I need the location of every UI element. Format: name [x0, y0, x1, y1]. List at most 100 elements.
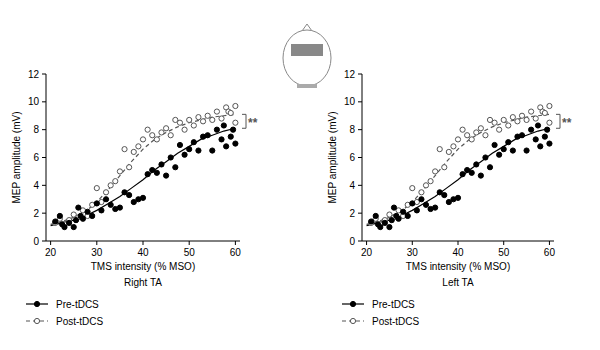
point [524, 117, 529, 122]
point [228, 110, 233, 115]
point [547, 141, 552, 146]
x-tick [143, 241, 144, 245]
y-tick [358, 157, 362, 158]
y-tick [358, 241, 362, 242]
point [205, 133, 210, 138]
point [529, 109, 534, 114]
point [196, 148, 201, 153]
point [145, 172, 150, 177]
plot-area [51, 103, 238, 229]
y-tick-label: 8 [33, 124, 39, 135]
point [474, 162, 479, 167]
point [113, 179, 118, 184]
panel: 0246810122030405060MEP amplitude (mV)TMS… [327, 69, 572, 327]
point [506, 140, 511, 145]
y-tick [358, 74, 362, 75]
point [487, 165, 492, 170]
x-tick-label: 50 [498, 247, 510, 258]
y-tick [42, 241, 46, 242]
point [389, 218, 394, 223]
point [465, 133, 470, 138]
point [228, 134, 233, 139]
y-tick [42, 129, 46, 130]
fit-line [51, 114, 236, 224]
point [53, 219, 58, 224]
point [94, 186, 99, 191]
y-tick-label: 2 [349, 208, 355, 219]
point [419, 197, 424, 202]
point [501, 117, 506, 122]
point [492, 120, 497, 125]
point [369, 219, 374, 224]
point [460, 172, 465, 177]
x-tick-label: 60 [544, 247, 556, 258]
point [94, 201, 99, 206]
x-tick [366, 241, 367, 245]
legend-label: Pre-tDCS [372, 299, 415, 310]
point [73, 218, 78, 223]
point [410, 186, 415, 191]
legend: Pre-tDCSPost-tDCS [26, 299, 104, 327]
point [515, 119, 520, 124]
point [66, 220, 71, 225]
x-tick [503, 241, 504, 245]
point [428, 179, 433, 184]
y-tick-label: 0 [33, 236, 39, 247]
y-tick [358, 101, 362, 102]
point [163, 126, 168, 131]
point [533, 116, 538, 121]
point [80, 216, 85, 221]
chart-root: 0246810122030405060MEP amplitude (mV)TMS… [0, 0, 600, 350]
point [230, 127, 235, 132]
y-tick-label: 0 [349, 236, 355, 247]
point [442, 165, 447, 170]
point [182, 152, 187, 157]
point [535, 123, 540, 128]
point [510, 115, 515, 120]
point [492, 142, 497, 147]
point [478, 173, 483, 178]
point [547, 120, 552, 125]
head-icon [283, 24, 331, 88]
point [187, 147, 192, 152]
y-tick [358, 129, 362, 130]
point [233, 141, 238, 146]
point [90, 213, 95, 218]
point [150, 133, 155, 138]
point [103, 197, 108, 202]
y-tick [358, 185, 362, 186]
point [382, 220, 387, 225]
point [478, 126, 483, 131]
point [205, 113, 210, 118]
legend-label: Pre-tDCS [56, 299, 99, 310]
point [163, 173, 168, 178]
point [182, 127, 187, 132]
legend-marker [350, 318, 355, 323]
electrode-anode [291, 44, 323, 56]
point [497, 127, 502, 132]
x-tick-label: 30 [407, 247, 419, 258]
head-outline [283, 30, 331, 86]
point [387, 224, 392, 229]
point [108, 183, 113, 188]
point [219, 116, 224, 121]
point [127, 165, 132, 170]
legend-marker [34, 318, 39, 323]
point [451, 144, 456, 149]
point [122, 147, 127, 152]
point [401, 209, 406, 214]
point [140, 137, 145, 142]
point [177, 120, 182, 125]
point [154, 137, 159, 142]
y-tick [42, 157, 46, 158]
point [545, 127, 550, 132]
x-tick [458, 241, 459, 245]
plot-area [367, 103, 552, 229]
point [117, 169, 122, 174]
point [519, 113, 524, 118]
point [173, 165, 178, 170]
point [168, 155, 173, 160]
y-tick [358, 213, 362, 214]
significance-label: ** [248, 116, 258, 130]
x-axis-label: TMS intensity (% MSO) [406, 261, 510, 272]
